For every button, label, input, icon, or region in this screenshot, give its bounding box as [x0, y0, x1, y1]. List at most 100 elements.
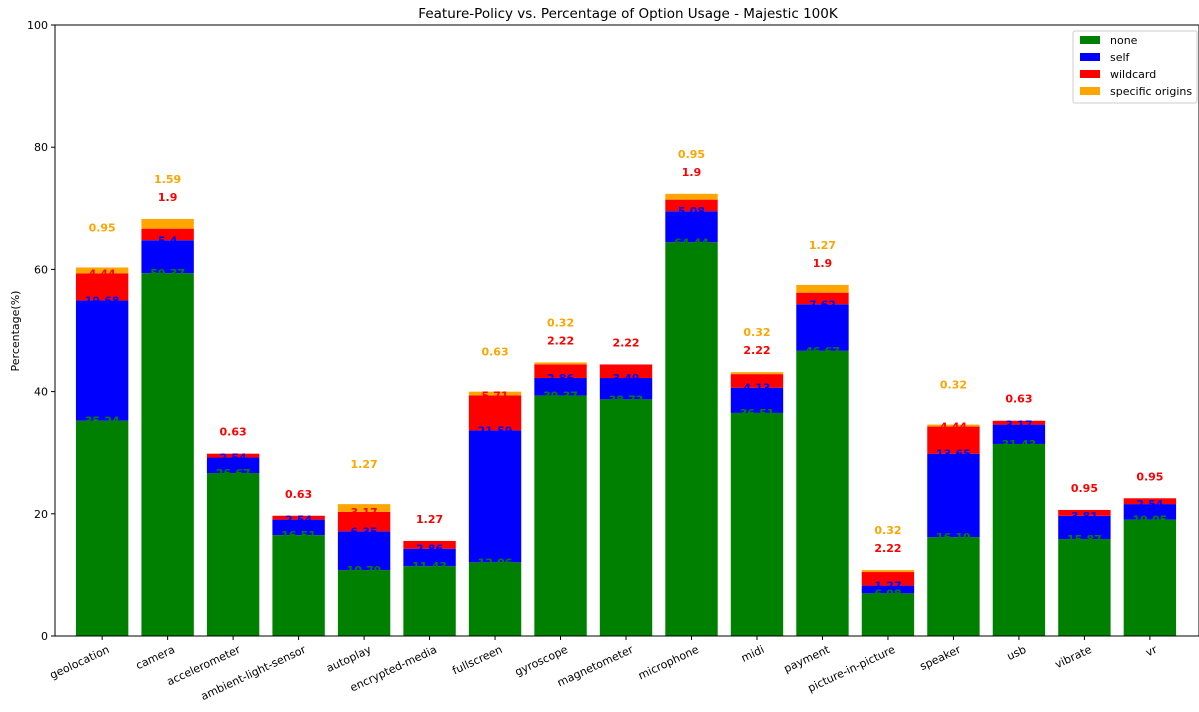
legend: none self wildcard specific origins: [1072, 30, 1198, 104]
data-label-specific-origins: 1.27: [351, 458, 378, 471]
data-label-self: 4.13: [743, 382, 770, 395]
data-label-wildcard: 2.22: [612, 336, 639, 349]
bar-segment-wildcard: [468, 395, 522, 431]
data-label-none: 10.79: [347, 564, 382, 577]
data-label-specific-origins: 0.32: [874, 524, 901, 537]
bar-segment-self: [534, 377, 587, 396]
bars-group: [75, 193, 1177, 636]
bar-segment-none: [206, 473, 260, 636]
bar-segment-specific-origins: [861, 570, 915, 573]
legend-label: wildcard: [1110, 68, 1156, 81]
data-label-self: 2.54: [285, 514, 312, 527]
data-label-wildcard: 1.9: [682, 166, 702, 179]
y-tick-label: 80: [34, 141, 48, 154]
data-label-none: 31.43: [1002, 438, 1037, 451]
data-label-specific-origins: 0.32: [940, 379, 967, 392]
bar-segment-wildcard: [599, 364, 653, 379]
data-label-none: 39.37: [543, 389, 578, 402]
data-label-wildcard: 0.63: [220, 426, 247, 439]
data-label-self: 2.86: [416, 543, 443, 556]
bar-segment-specific-origins: [927, 424, 980, 427]
x-tick-label: autoplay: [324, 643, 373, 675]
bar-segment-wildcard: [861, 572, 915, 586]
bar-segment-wildcard: [403, 540, 456, 549]
data-label-specific-origins: 0.95: [678, 148, 705, 161]
data-label-wildcard: 0.95: [1071, 482, 1098, 495]
bar-segment-wildcard: [206, 453, 260, 458]
y-tick-label: 0: [41, 630, 48, 643]
bar-segment-self: [992, 424, 1046, 444]
bar-segment-self: [206, 457, 260, 474]
x-tick-label: gyroscope: [513, 643, 570, 679]
legend-swatch: [1080, 87, 1100, 95]
y-tick-label: 40: [34, 386, 48, 399]
data-label-none: 19.05: [1132, 514, 1167, 527]
x-tick-label: midi: [739, 643, 766, 665]
data-label-specific-origins: 1.59: [154, 173, 181, 186]
legend-swatch: [1080, 36, 1100, 44]
bar-segment-self: [796, 304, 849, 351]
x-tick-label: fullscreen: [450, 643, 504, 677]
data-label-specific-origins: 0.95: [89, 222, 116, 235]
bar-segment-self: [272, 519, 325, 536]
x-tick-label: vibrate: [1053, 643, 1094, 671]
bar-segment-none: [665, 242, 718, 636]
bar-segment-wildcard: [141, 228, 194, 241]
data-label-none: 35.24: [85, 415, 120, 428]
data-label-self: 19.68: [85, 294, 120, 307]
plot-frame: [54, 24, 1199, 637]
x-tick-label: speaker: [918, 643, 963, 673]
data-label-wildcard: 0.63: [1005, 393, 1032, 406]
bar-segment-self: [927, 453, 980, 538]
bar-segment-none: [403, 566, 456, 636]
bar-segment-self: [337, 531, 391, 571]
data-label-none: 16.51: [281, 529, 316, 542]
data-label-self: 1.27: [874, 580, 901, 593]
data-label-self: 2.54: [220, 452, 247, 465]
y-tick-label: 20: [34, 508, 48, 521]
bar-segment-none: [534, 395, 587, 636]
data-label-wildcard: 4.44: [940, 421, 967, 434]
y-axis-label: Percentage(%): [9, 291, 22, 372]
data-label-self: 6.35: [351, 525, 378, 538]
data-label-none: 6.98: [874, 587, 901, 600]
bar-segment-wildcard: [927, 426, 980, 454]
data-label-self: 5.4: [158, 234, 178, 247]
bar-segment-wildcard: [1058, 509, 1111, 516]
data-label-none: 38.73: [609, 393, 644, 406]
data-label-self: 3.17: [1005, 419, 1032, 432]
x-tick-label: ambient-light-sensor: [199, 643, 309, 703]
bar-segment-none: [861, 593, 915, 636]
bar-segment-none: [337, 570, 391, 636]
chart-title: Feature-Policy vs. Percentage of Option …: [418, 6, 839, 22]
data-label-wildcard: 2.22: [874, 542, 901, 555]
bar-segment-none: [75, 420, 129, 636]
data-label-none: 11.43: [412, 560, 447, 573]
legend-label: none: [1110, 34, 1138, 47]
bar-segment-wildcard: [75, 273, 129, 301]
bar-segment-none: [272, 535, 325, 636]
bar-segment-self: [1058, 515, 1111, 540]
data-label-specific-origins: 0.32: [743, 326, 770, 339]
data-label-specific-origins: 0.32: [547, 316, 574, 329]
x-axis-ticks: geolocation cameraaccelerometerambient-li…: [48, 636, 1160, 703]
bar-segment-specific-origins: [730, 372, 784, 375]
bar-segment-wildcard: [1123, 498, 1177, 505]
x-tick-label: vr: [1144, 643, 1160, 660]
data-label-wildcard: 2.22: [547, 334, 574, 347]
data-label-wildcard: 1.27: [416, 513, 443, 526]
bar-segment-none: [1123, 519, 1177, 636]
bar-segment-specific-origins: [468, 391, 522, 396]
data-label-none: 12.06: [478, 556, 513, 569]
bar-segment-none: [796, 350, 849, 636]
data-label-self: 13.65: [936, 448, 971, 461]
data-label-wildcard: 3.17: [351, 506, 378, 519]
legend-swatch: [1080, 53, 1100, 61]
bar-segment-specific-origins: [665, 193, 718, 200]
data-label-none: 59.37: [150, 267, 185, 280]
data-label-self: 3.81: [1071, 510, 1098, 523]
bar-segment-wildcard: [534, 364, 587, 378]
bar-segment-wildcard: [272, 515, 325, 520]
data-label-self: 2.54: [1136, 498, 1163, 511]
